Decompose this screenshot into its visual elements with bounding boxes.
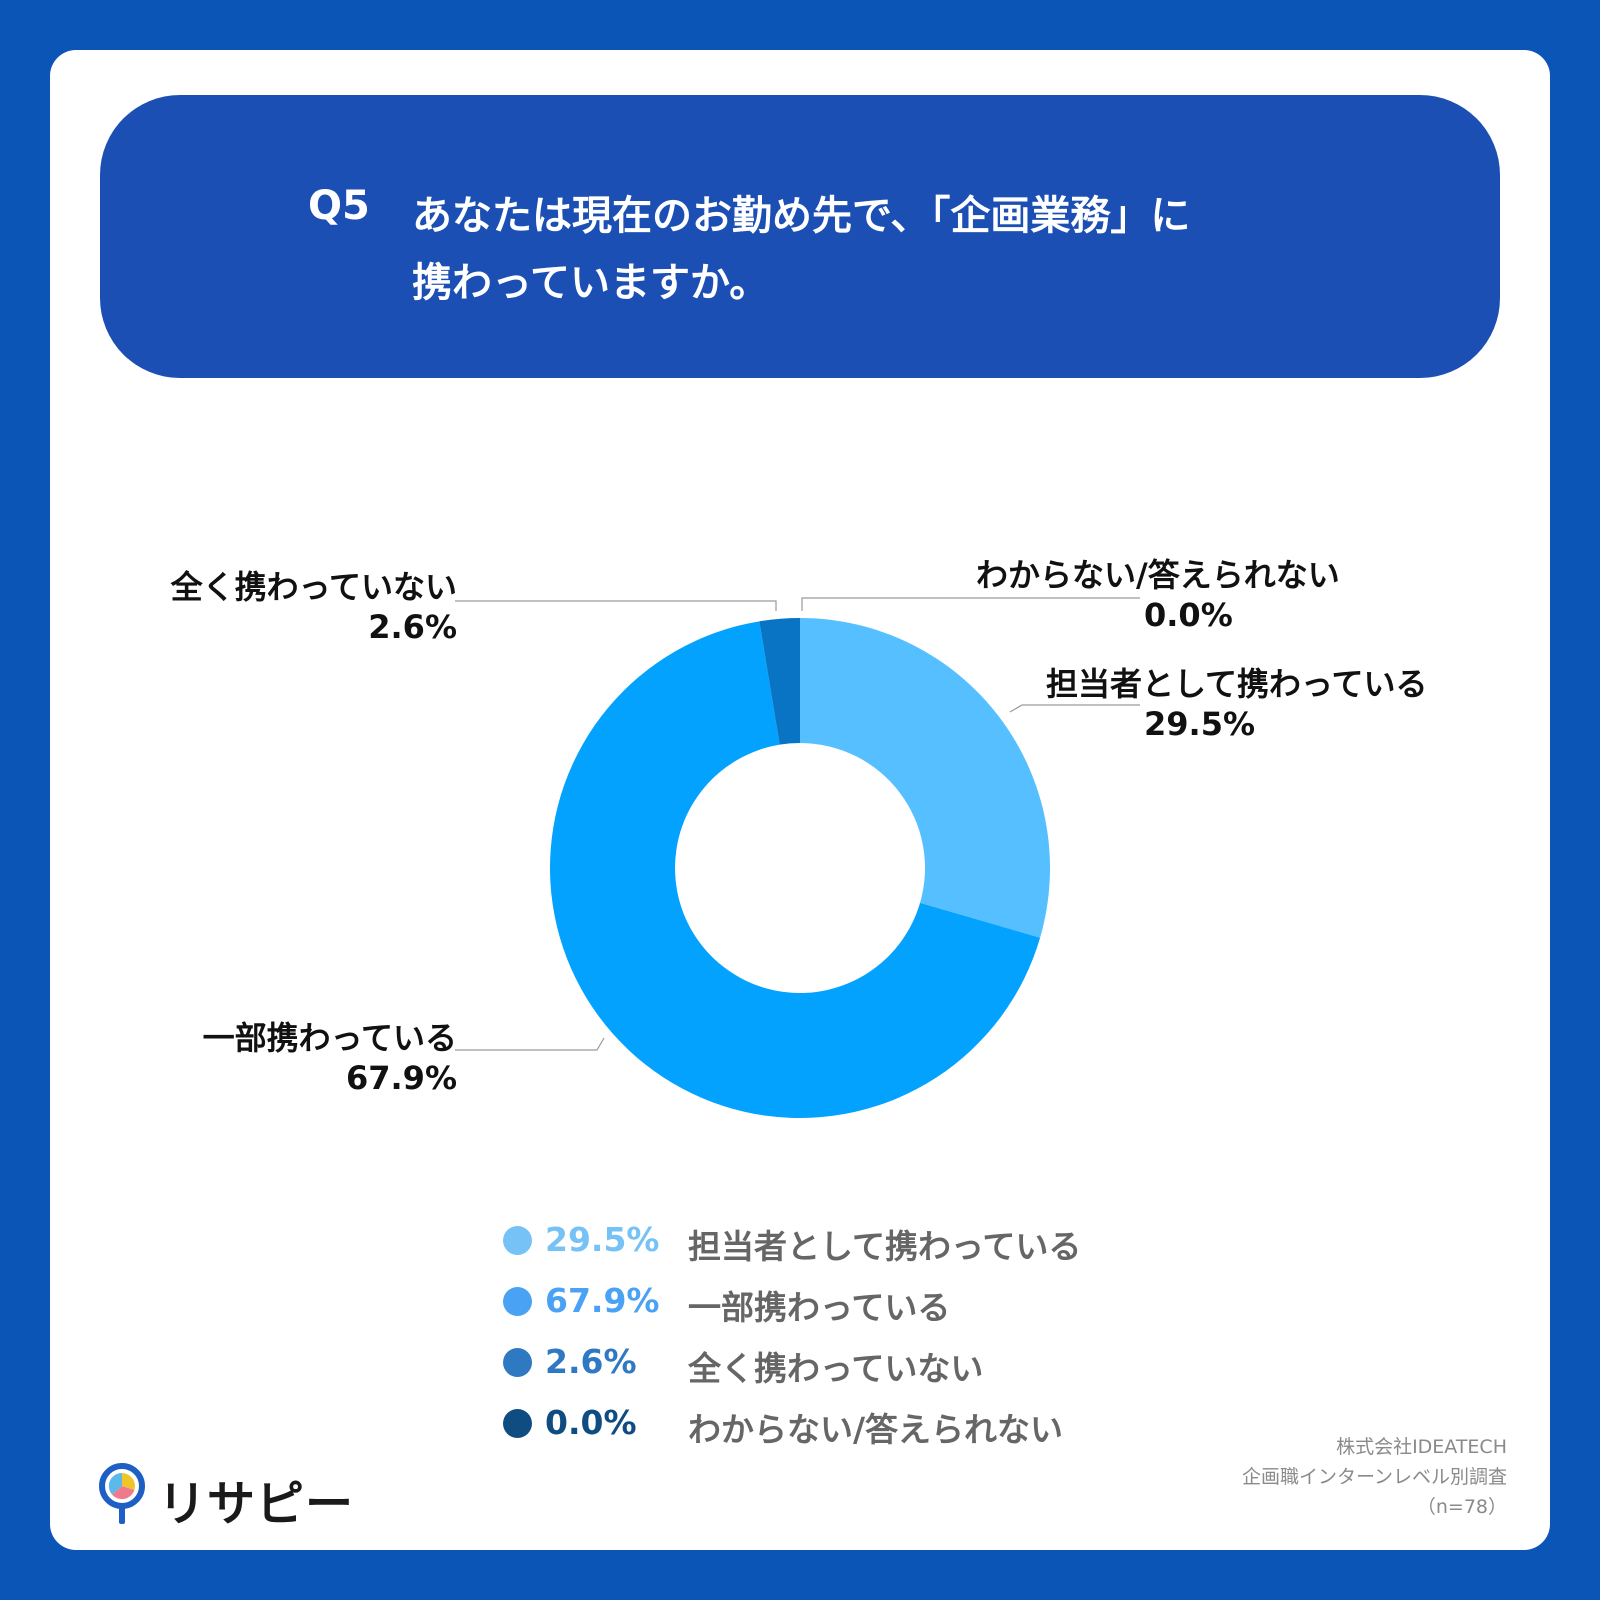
callout-in-charge: 担当者として携わっている 29.5% <box>1046 664 1427 744</box>
leader-line-unknown <box>801 597 1140 611</box>
legend-label: 全く携わっていない <box>688 1349 984 1388</box>
legend-label: 一部携わっている <box>688 1288 951 1327</box>
legend: 29.5% 担当者として携わっている 67.9% 一部携わっている 2.6% 全… <box>500 1218 1120 1462</box>
brand-logo: リサピー <box>98 1462 353 1532</box>
callout-label: 一部携わっている <box>202 1019 457 1057</box>
legend-item: 67.9% 一部携わっている <box>500 1279 1120 1340</box>
legend-value: 29.5% <box>545 1220 660 1259</box>
source-survey: 企画職インターンレベル別調査 <box>1241 1466 1507 1488</box>
callout-value: 2.6% <box>368 608 457 646</box>
callout-unknown: わからない/答えられない 0.0% <box>976 555 1340 635</box>
leader-line-not-involved <box>455 600 777 611</box>
leader-line-partially <box>455 1037 605 1051</box>
map-pin-pie-icon <box>99 1463 145 1524</box>
legend-swatch <box>503 1226 532 1255</box>
legend-item: 29.5% 担当者として携わっている <box>500 1218 1120 1279</box>
legend-item: 0.0% わからない/答えられない <box>500 1401 1120 1462</box>
callout-label: 担当者として携わっている <box>1046 665 1428 703</box>
question-banner <box>100 95 1500 378</box>
callout-value: 29.5% <box>1144 705 1256 743</box>
legend-swatch <box>503 1409 532 1438</box>
legend-value: 2.6% <box>545 1342 637 1381</box>
legend-label: 担当者として携わっている <box>688 1227 1082 1266</box>
callout-label: わからない/答えられない <box>976 556 1340 594</box>
legend-value: 0.0% <box>545 1403 637 1442</box>
source-company: 株式会社IDEATECH <box>1336 1436 1507 1458</box>
legend-swatch <box>503 1287 532 1316</box>
question-text-line1: あなたは現在のお勤め先で、「企画業務」に <box>412 193 1191 239</box>
logo-text: リサピー <box>158 1476 355 1532</box>
source-note: 株式会社IDEATECH 企画職インターンレベル別調査 （n=78） <box>1242 1432 1507 1522</box>
legend-item: 2.6% 全く携わっていない <box>500 1340 1120 1401</box>
slice-partially <box>550 621 1041 1118</box>
slice-in-charge <box>800 618 1050 938</box>
callout-value: 67.9% <box>345 1059 457 1097</box>
callout-partially: 一部携わっている 67.9% <box>203 1018 457 1098</box>
callout-not-involved: 全く携わっていない 2.6% <box>171 567 457 647</box>
source-sample-size: （n=78） <box>1416 1496 1507 1518</box>
callout-label: 全く携わっていない <box>170 568 457 606</box>
legend-label: わからない/答えられない <box>688 1410 1064 1449</box>
leader-line-in-charge <box>1009 704 1140 713</box>
question-text-line2: 携わっていますか。 <box>412 260 770 306</box>
legend-swatch <box>503 1348 532 1377</box>
legend-value: 67.9% <box>545 1281 660 1320</box>
question-number: Q5 <box>308 183 370 229</box>
slice-not-involved <box>759 618 800 745</box>
callout-value: 0.0% <box>1144 596 1233 634</box>
